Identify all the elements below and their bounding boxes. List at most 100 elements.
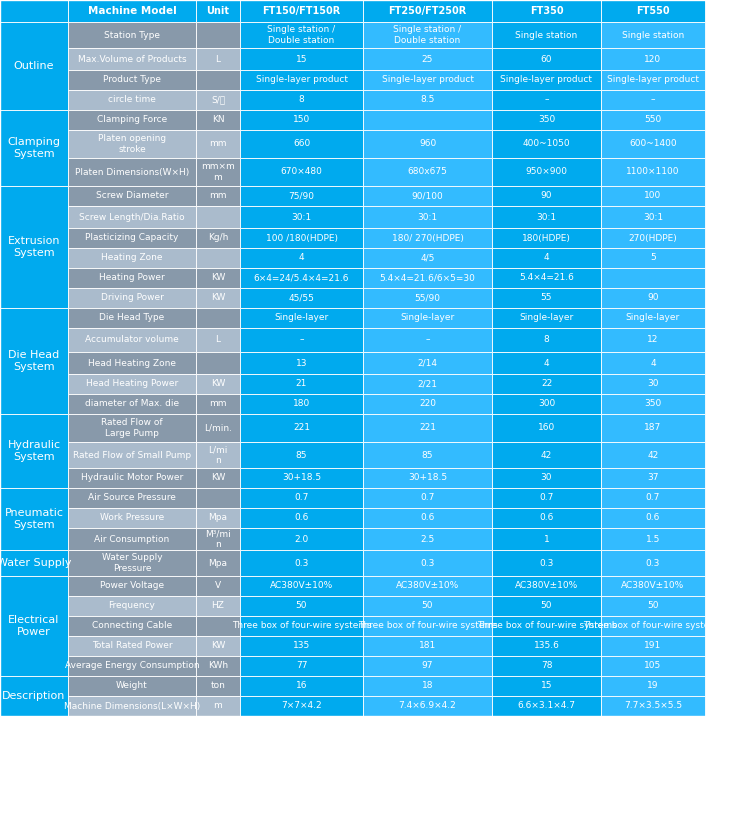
Text: –: – [425, 336, 430, 345]
Text: 30+18.5: 30+18.5 [282, 473, 321, 482]
Text: Single station: Single station [515, 30, 578, 39]
Bar [492, 288, 601, 308]
Bar [68, 696, 196, 716]
Bar [68, 0, 196, 22]
Bar [363, 308, 492, 328]
Text: mm: mm [209, 400, 226, 409]
Bar [68, 48, 196, 70]
Bar [68, 228, 196, 248]
Bar [68, 616, 196, 636]
Text: KN: KN [212, 115, 224, 124]
Bar [601, 328, 705, 352]
Text: 19: 19 [648, 681, 659, 690]
Text: 135: 135 [293, 641, 310, 650]
Text: 0.7: 0.7 [539, 494, 554, 503]
Text: Frequency: Frequency [109, 601, 155, 610]
Text: 0.3: 0.3 [646, 559, 660, 568]
Bar [363, 576, 492, 596]
Bar [601, 248, 705, 268]
Bar [363, 508, 492, 528]
Text: 30:1: 30:1 [292, 212, 312, 221]
Bar [68, 442, 196, 468]
Bar [196, 130, 240, 158]
Text: 55/90: 55/90 [414, 293, 440, 302]
Text: AC380V±10%: AC380V±10% [622, 581, 685, 590]
Text: 950×900: 950×900 [525, 168, 568, 177]
Text: mm: mm [209, 192, 226, 201]
Text: L: L [215, 336, 221, 345]
Text: Head Heating Zone: Head Heating Zone [88, 359, 176, 368]
Bar [196, 308, 240, 328]
Bar [601, 90, 705, 110]
Text: 85: 85 [296, 450, 307, 459]
Bar [196, 656, 240, 676]
Text: AC380V±10%: AC380V±10% [270, 581, 333, 590]
Text: KWh: KWh [208, 662, 228, 671]
Bar [363, 696, 492, 716]
Bar [196, 488, 240, 508]
Bar [363, 288, 492, 308]
Bar [492, 268, 601, 288]
Bar [492, 248, 601, 268]
Bar [196, 288, 240, 308]
Text: 180/ 270(HDPE): 180/ 270(HDPE) [391, 233, 463, 242]
Text: 105: 105 [645, 662, 662, 671]
Text: 97: 97 [422, 662, 433, 671]
Text: Work Pressure: Work Pressure [100, 514, 164, 523]
Text: circle time: circle time [108, 96, 156, 105]
Text: 400~1050: 400~1050 [522, 139, 571, 148]
Bar [240, 22, 363, 48]
Text: Three box of four-wire systems: Three box of four-wire systems [357, 622, 497, 631]
Bar [492, 488, 601, 508]
Text: Rated Flow of Small Pump: Rated Flow of Small Pump [73, 450, 191, 459]
Text: 4: 4 [544, 359, 549, 368]
Bar [240, 374, 363, 394]
Text: Driving Power: Driving Power [101, 293, 164, 302]
Text: V: V [215, 581, 221, 590]
Text: 45/55: 45/55 [289, 293, 314, 302]
Text: Single-layer product: Single-layer product [500, 75, 593, 84]
Text: FT350: FT350 [530, 6, 563, 16]
Bar [363, 158, 492, 186]
Bar [68, 394, 196, 414]
Bar [492, 374, 601, 394]
Text: 75/90: 75/90 [289, 192, 314, 201]
Text: 180(HDPE): 180(HDPE) [522, 233, 571, 242]
Text: Machine Dimensions(L×W×H): Machine Dimensions(L×W×H) [64, 702, 200, 711]
Text: 15: 15 [296, 55, 307, 64]
Bar [601, 488, 705, 508]
Bar [196, 442, 240, 468]
Text: 21: 21 [296, 379, 307, 388]
Text: Mpa: Mpa [209, 514, 227, 523]
Text: 0.7: 0.7 [646, 494, 660, 503]
Bar [196, 328, 240, 352]
Bar [68, 352, 196, 374]
Bar [601, 70, 705, 90]
Text: 5.4×4=21.6: 5.4×4=21.6 [519, 274, 574, 283]
Bar [601, 576, 705, 596]
Bar [492, 616, 601, 636]
Text: L: L [215, 55, 221, 64]
Text: 670×480: 670×480 [280, 168, 323, 177]
Bar [68, 550, 196, 576]
Text: 12: 12 [648, 336, 659, 345]
Bar [601, 636, 705, 656]
Bar [196, 394, 240, 414]
Bar [68, 158, 196, 186]
Bar [492, 550, 601, 576]
Text: 660: 660 [293, 139, 310, 148]
Text: Unit: Unit [206, 6, 229, 16]
Bar [68, 596, 196, 616]
Text: 50: 50 [648, 601, 659, 610]
Bar [492, 596, 601, 616]
Bar [601, 228, 705, 248]
Text: Accumulator volume: Accumulator volume [85, 336, 179, 345]
Text: 37: 37 [648, 473, 659, 482]
Text: 6×4=24/5.4×4=21.6: 6×4=24/5.4×4=21.6 [254, 274, 349, 283]
Bar [363, 528, 492, 550]
Text: 0.3: 0.3 [295, 559, 309, 568]
Bar [196, 268, 240, 288]
Text: 270(HDPE): 270(HDPE) [628, 233, 677, 242]
Bar [0, 308, 68, 414]
Text: 42: 42 [648, 450, 659, 459]
